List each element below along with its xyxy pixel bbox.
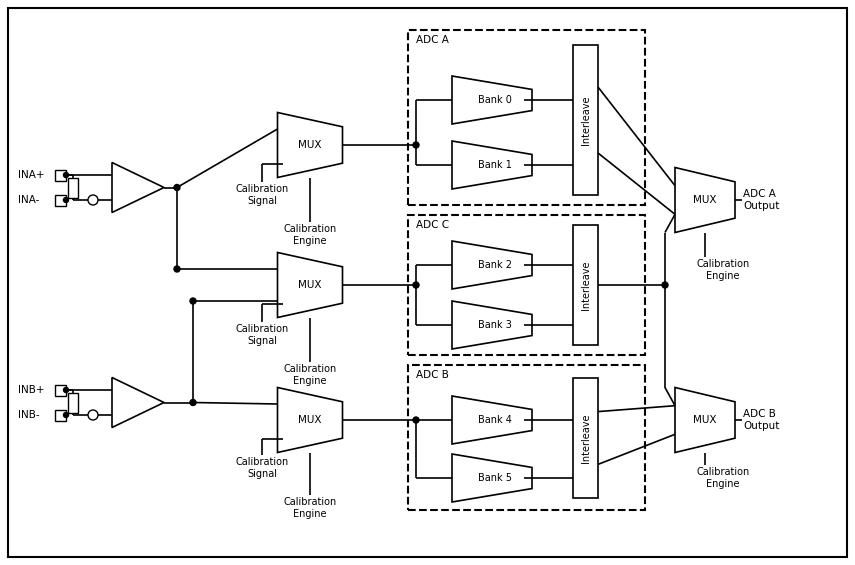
Text: MUX: MUX (298, 280, 321, 290)
Text: INB+: INB+ (18, 385, 44, 395)
Bar (408, 30, 645, 205)
Bar (573, 378, 598, 498)
Text: MUX: MUX (693, 415, 716, 425)
Text: Calibration
Signal: Calibration Signal (235, 184, 289, 206)
Text: ADC B
Output: ADC B Output (743, 409, 780, 431)
Text: Calibration
Signal: Calibration Signal (235, 324, 289, 346)
Text: Interleave: Interleave (581, 413, 591, 463)
Bar (573, 225, 598, 345)
Polygon shape (675, 167, 735, 233)
Bar (573, 45, 598, 195)
Text: Calibration
Engine: Calibration Engine (283, 364, 337, 386)
Polygon shape (112, 377, 164, 428)
Text: INA+: INA+ (18, 170, 44, 180)
Text: Interleave: Interleave (581, 260, 591, 310)
Circle shape (413, 417, 419, 423)
Text: INA-: INA- (18, 195, 39, 205)
Circle shape (413, 142, 419, 148)
Text: ADC C: ADC C (416, 220, 449, 230)
Circle shape (174, 266, 180, 272)
Circle shape (88, 410, 98, 420)
Text: ADC A
Output: ADC A Output (743, 189, 780, 211)
Bar (55, 410, 66, 420)
Text: ADC A: ADC A (416, 35, 449, 45)
Bar (408, 215, 645, 355)
Text: INB-: INB- (18, 410, 39, 420)
Polygon shape (278, 112, 343, 177)
Circle shape (174, 185, 180, 190)
Polygon shape (675, 388, 735, 453)
Text: Bank 1: Bank 1 (478, 160, 512, 170)
Circle shape (88, 195, 98, 205)
Bar (55, 194, 66, 206)
Text: Bank 3: Bank 3 (478, 320, 512, 330)
Text: Bank 4: Bank 4 (478, 415, 512, 425)
Polygon shape (452, 76, 532, 124)
Text: Calibration
Engine: Calibration Engine (696, 259, 750, 281)
Bar (68, 177, 78, 198)
Bar (55, 385, 66, 396)
Polygon shape (452, 454, 532, 502)
Text: Bank 2: Bank 2 (478, 260, 512, 270)
Text: MUX: MUX (298, 140, 321, 150)
Circle shape (63, 388, 68, 393)
Text: Bank 0: Bank 0 (478, 95, 512, 105)
Circle shape (190, 298, 196, 304)
Text: Calibration
Engine: Calibration Engine (283, 497, 337, 519)
Polygon shape (452, 301, 532, 349)
Polygon shape (112, 163, 164, 212)
Circle shape (413, 282, 419, 288)
Circle shape (662, 282, 668, 288)
Circle shape (63, 198, 68, 202)
Text: MUX: MUX (693, 195, 716, 205)
Text: Bank 5: Bank 5 (478, 473, 512, 483)
Polygon shape (452, 241, 532, 289)
Text: Calibration
Engine: Calibration Engine (696, 467, 750, 489)
Polygon shape (278, 388, 343, 453)
Polygon shape (278, 253, 343, 318)
Text: Calibration
Engine: Calibration Engine (283, 224, 337, 246)
Bar (55, 170, 66, 180)
Polygon shape (452, 396, 532, 444)
Polygon shape (452, 141, 532, 189)
Circle shape (63, 412, 68, 418)
Text: Calibration
Signal: Calibration Signal (235, 457, 289, 479)
Text: MUX: MUX (298, 415, 321, 425)
Circle shape (63, 172, 68, 177)
Text: ADC B: ADC B (416, 370, 449, 380)
Bar (408, 365, 645, 510)
Text: Interleave: Interleave (581, 95, 591, 145)
Circle shape (190, 399, 196, 406)
Bar (68, 393, 78, 412)
